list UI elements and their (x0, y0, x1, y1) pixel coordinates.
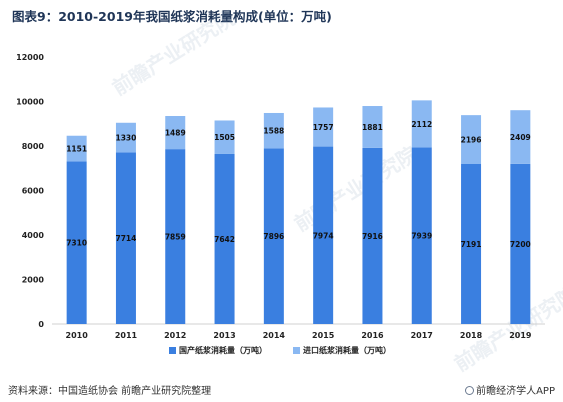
data-label-imported: 1881 (362, 123, 383, 132)
y-tick-label: 2000 (22, 276, 45, 285)
x-tick-label: 2014 (263, 331, 286, 340)
x-tick-label: 2019 (509, 331, 532, 340)
bar-imported-2010 (66, 135, 87, 162)
bar-imported-2016 (362, 106, 383, 148)
bar-imported-2018 (461, 115, 482, 165)
data-label-imported: 2409 (510, 133, 531, 142)
bar-imported-2013 (214, 120, 235, 154)
bar-domestic-2010 (66, 161, 87, 324)
bar-domestic-2016 (362, 147, 383, 324)
bar-domestic-2018 (461, 164, 482, 324)
source-note: 资料来源：中国造纸协会 前瞻产业研究院整理 (8, 386, 212, 397)
bar-domestic-2019 (510, 163, 531, 324)
bar-imported-2019 (510, 110, 531, 164)
y-tick-label: 8000 (22, 142, 45, 151)
x-tick-label: 2010 (66, 331, 89, 340)
x-tick-label: 2013 (213, 331, 235, 340)
data-label-domestic: 7859 (165, 233, 186, 242)
data-label-imported: 1757 (313, 123, 334, 132)
y-tick-label: 0 (38, 320, 44, 329)
legend-label-domestic: 国产纸浆消耗量（万吨） (179, 345, 267, 355)
bar-domestic-2014 (263, 148, 284, 324)
data-label-imported: 2196 (461, 136, 482, 145)
data-label-domestic: 7191 (461, 240, 482, 249)
data-label-imported: 1151 (66, 145, 87, 154)
watermark-text: 前瞻产业研究院 (108, 6, 239, 101)
bar-domestic-2012 (165, 149, 186, 324)
data-label-imported: 1489 (165, 129, 186, 138)
bar-imported-2012 (165, 116, 186, 150)
x-tick-label: 2017 (411, 331, 433, 340)
bar-imported-2014 (263, 112, 284, 149)
x-tick-label: 2012 (164, 331, 186, 340)
data-label-domestic: 7974 (313, 231, 334, 240)
brand-label: 前瞻经济学人APP (476, 386, 555, 397)
brand-logo-icon (465, 386, 475, 395)
bar-imported-2017 (411, 100, 432, 148)
data-label-imported: 2112 (411, 120, 432, 129)
x-tick-label: 2018 (460, 331, 483, 340)
y-tick-label: 4000 (22, 231, 45, 240)
x-tick-label: 2016 (361, 331, 384, 340)
bar-imported-2015 (313, 107, 334, 147)
bar-domestic-2011 (115, 152, 136, 324)
chart-title: 图表9：2010-2019年我国纸浆消耗量构成(单位：万吨) (12, 9, 332, 24)
watermark-text: 前瞻产业研究院 (290, 142, 421, 237)
data-label-domestic: 7642 (214, 235, 235, 244)
bar-domestic-2017 (411, 147, 432, 324)
legend-swatch-imported (293, 347, 300, 354)
bar-domestic-2013 (214, 153, 235, 324)
data-label-domestic: 7939 (411, 232, 432, 241)
legend-swatch-domestic (169, 347, 176, 354)
data-label-domestic: 7896 (263, 232, 284, 241)
x-tick-label: 2011 (115, 331, 138, 340)
y-tick-label: 12000 (16, 53, 44, 62)
bar-domestic-2015 (313, 146, 334, 324)
data-label-domestic: 7200 (510, 240, 531, 249)
data-label-domestic: 7916 (362, 232, 383, 241)
bar-imported-2011 (115, 122, 136, 153)
x-tick-label: 2015 (312, 331, 335, 340)
data-label-imported: 1505 (214, 133, 235, 142)
legend-label-imported: 进口纸浆消耗量（万吨） (303, 345, 391, 355)
y-tick-label: 6000 (22, 187, 45, 196)
y-tick-label: 10000 (16, 98, 44, 107)
data-label-domestic: 7310 (66, 239, 87, 248)
brand-note: 前瞻经济学人APP (465, 382, 555, 397)
data-label-imported: 1330 (116, 134, 137, 143)
data-label-imported: 1588 (263, 127, 284, 136)
data-label-domestic: 7714 (116, 234, 137, 243)
